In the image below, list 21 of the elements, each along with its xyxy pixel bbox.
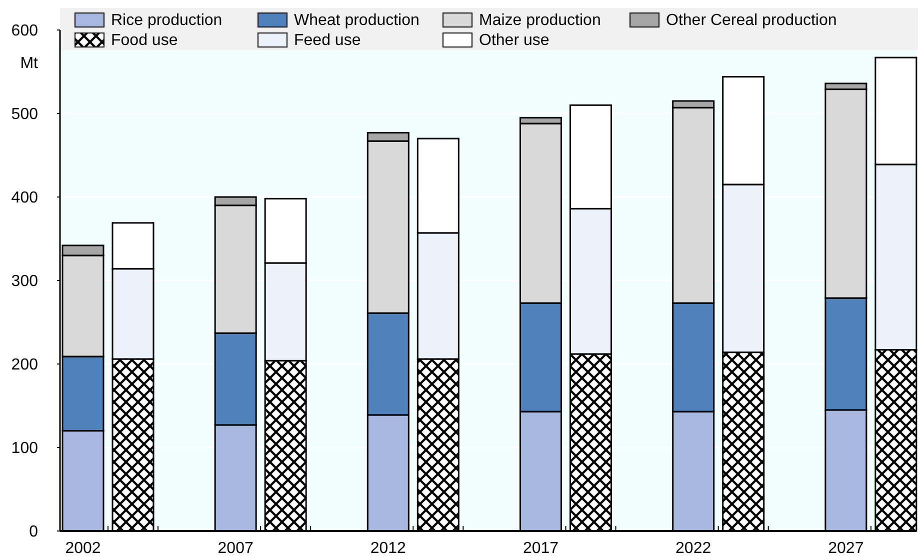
y-tick-label: 0: [29, 524, 38, 541]
legend-label: Feed use: [294, 32, 361, 49]
y-axis-title: Mt: [20, 55, 39, 72]
y-tick-label: 100: [11, 440, 38, 458]
x-tick-label: 2022: [676, 540, 712, 557]
x-tick-label: 2017: [522, 540, 559, 557]
legend-label: Rice production: [111, 12, 222, 29]
y-tick-label: 500: [11, 106, 38, 124]
y-tick-label: 200: [11, 356, 38, 374]
legend-label: Other use: [479, 32, 550, 49]
y-tick-label: 300: [11, 273, 38, 290]
y-tick-label: 400: [11, 190, 38, 207]
legend-label: Maize production: [479, 12, 601, 29]
x-tick-label: 2007: [218, 540, 254, 557]
y-tick-label: 600: [11, 22, 38, 40]
legend-label: Other Cereal production: [666, 12, 837, 29]
x-tick-label: 2027: [828, 540, 864, 557]
legend-label: Wheat production: [294, 12, 420, 29]
x-tick-label: 2002: [65, 540, 101, 557]
legend-label: Food use: [111, 32, 178, 49]
x-tick-label: 2012: [370, 540, 406, 557]
